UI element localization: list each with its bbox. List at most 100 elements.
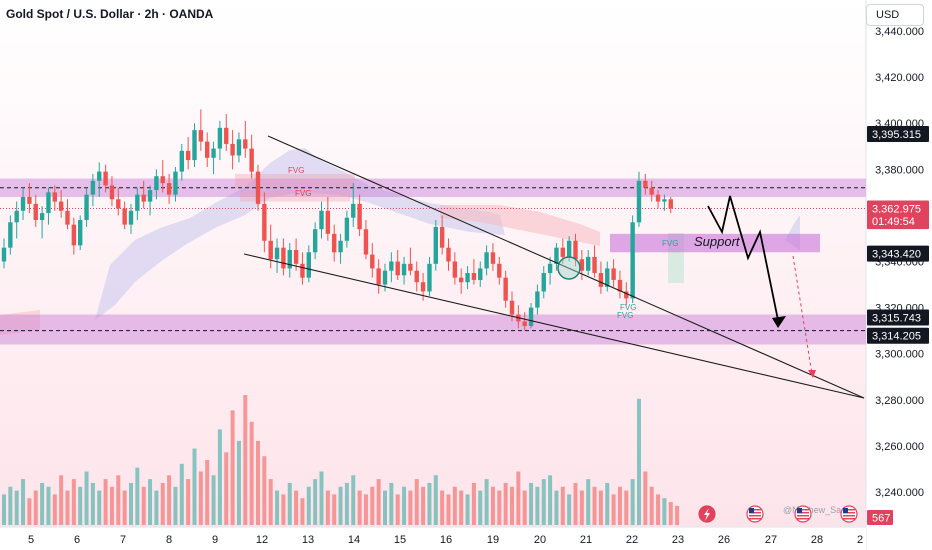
- x-tick-label: 15: [394, 534, 406, 546]
- flag-canton: [797, 508, 802, 513]
- candle-body: [243, 139, 248, 149]
- candle-body: [325, 210, 331, 234]
- volume-bar: [357, 490, 362, 525]
- volume-bar: [103, 479, 108, 525]
- volume-bar: [662, 498, 667, 525]
- candle: [46, 187, 51, 225]
- candle: [205, 132, 210, 167]
- candle: [459, 268, 464, 294]
- candle-body: [655, 194, 661, 202]
- candle-body: [630, 222, 635, 299]
- flag-stripe: [797, 515, 809, 517]
- fvg-label-middle: FVG: [662, 239, 678, 248]
- volume-bar: [109, 486, 114, 525]
- candle-body: [484, 252, 489, 269]
- volume-bar: [59, 475, 64, 525]
- candle: [71, 217, 77, 255]
- x-tick-label: 20: [534, 534, 546, 546]
- price-tag-label: 3,343.420: [872, 249, 921, 261]
- candle: [586, 249, 591, 276]
- candle-body: [198, 130, 204, 142]
- price-tag-box: [867, 245, 929, 262]
- volume-bar: [287, 482, 292, 525]
- candle: [630, 215, 635, 303]
- price-tag-box: [867, 213, 929, 230]
- volume-bar: [465, 494, 470, 525]
- candle: [20, 187, 26, 221]
- volume-bar: [389, 482, 394, 525]
- price-tag: 01:49:54: [867, 213, 929, 230]
- volume-bar: [649, 486, 654, 525]
- volume-bar: [211, 475, 216, 525]
- candle-body: [166, 183, 172, 195]
- candle: [541, 266, 546, 299]
- candle-body: [643, 180, 648, 188]
- fvg-label-upper-1: FVG: [288, 166, 304, 175]
- volume-bar: [262, 456, 267, 525]
- volume-bar: [497, 490, 502, 525]
- volume-bar: [71, 479, 76, 525]
- candle-body: [662, 199, 667, 202]
- flag-canton: [749, 508, 754, 513]
- candle-body: [636, 180, 642, 223]
- flag-stripe: [797, 509, 809, 511]
- candle-body: [46, 192, 51, 214]
- y-tick-label: 3,260.000: [875, 441, 924, 453]
- candle-body: [192, 130, 197, 161]
- currency-selector[interactable]: USD: [866, 4, 924, 26]
- candle-body: [598, 273, 604, 287]
- candle: [319, 201, 324, 239]
- candle: [274, 238, 280, 274]
- volume-badge: 567: [867, 510, 893, 525]
- candle-body: [522, 321, 527, 327]
- candle-body: [116, 199, 121, 209]
- candle: [128, 203, 134, 234]
- candle-body: [446, 247, 451, 262]
- candle-body: [128, 210, 134, 225]
- candle-body: [357, 203, 362, 230]
- candle: [262, 192, 267, 253]
- flag-stripe: [843, 515, 855, 517]
- volume-bar: [256, 440, 260, 525]
- volume-bar: [471, 482, 476, 525]
- candle-body: [27, 196, 32, 204]
- candle-body: [376, 268, 381, 285]
- x-tick-label: 27: [765, 534, 777, 546]
- fvg-upper-box-1: [235, 173, 355, 188]
- lightning-event-icon: [698, 505, 716, 523]
- candle: [192, 123, 197, 167]
- volume-bar: [179, 463, 184, 525]
- candle: [293, 238, 299, 271]
- candle: [173, 166, 178, 202]
- x-tick-label: 12: [256, 534, 268, 546]
- candle-body: [274, 247, 280, 260]
- candle-body: [547, 263, 553, 274]
- flag-stripe: [797, 512, 809, 514]
- volume-bar: [624, 490, 629, 525]
- flag-stripe: [749, 515, 761, 517]
- volume-bar: [46, 486, 51, 525]
- volume-bar: [452, 486, 457, 525]
- candle: [547, 256, 553, 285]
- volume-bar: [243, 395, 248, 525]
- flag-stripe: [843, 518, 855, 520]
- candle-body: [408, 263, 413, 271]
- candle-body: [478, 268, 483, 280]
- candle-body: [592, 256, 597, 274]
- volume-bar: [90, 482, 95, 525]
- breakout-circle: [557, 256, 581, 280]
- candle: [668, 196, 673, 214]
- volume-bar: [611, 494, 616, 525]
- candles: [1, 109, 673, 331]
- candle-body: [668, 199, 673, 209]
- volume-bar: [554, 490, 559, 525]
- candle: [211, 141, 216, 174]
- candle-body: [439, 226, 445, 248]
- candle: [33, 194, 38, 227]
- volume-bar: [383, 490, 387, 525]
- candle: [433, 220, 438, 271]
- price-tag-label: 3,315.743: [872, 313, 921, 325]
- candle-body: [541, 273, 546, 292]
- candle: [179, 143, 184, 181]
